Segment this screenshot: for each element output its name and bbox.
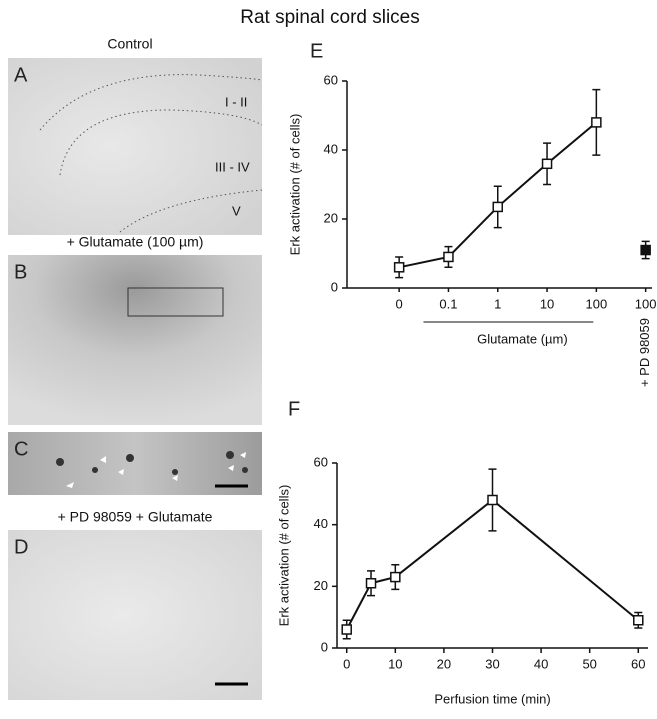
panel-letter: A	[14, 64, 28, 86]
x-tick-label: 1	[494, 296, 501, 311]
group-label: Glutamate (µm)	[477, 331, 568, 346]
y-tick-label: 20	[324, 210, 338, 225]
panel-letter: D	[14, 536, 28, 558]
lamina-boundary	[119, 189, 263, 233]
marker	[365, 578, 377, 589]
marker	[390, 571, 401, 583]
y-axis-label: Erk activation (# of cells)	[287, 114, 302, 256]
lamina-boundary	[39, 74, 263, 131]
panel-letter: C	[14, 438, 28, 460]
marker	[591, 117, 602, 128]
panel-letter: E	[310, 40, 323, 62]
lamina-boundary	[59, 109, 263, 176]
marker	[541, 158, 553, 170]
panel-letter: B	[14, 261, 27, 283]
y-tick-label: 60	[314, 454, 328, 469]
region-label: I - II	[225, 94, 247, 109]
x-tick-label: 20	[437, 656, 451, 671]
marker	[341, 624, 352, 635]
x-tick-label: 100	[635, 296, 657, 311]
y-tick-label: 60	[324, 72, 338, 87]
x-tick-label: 0	[343, 656, 350, 671]
figure-title: Rat spinal cord slices	[240, 7, 420, 28]
y-tick-label: 0	[321, 639, 328, 654]
micrograph	[8, 255, 262, 425]
arrowheads	[66, 452, 246, 488]
panel-caption: + PD 98059 + Glutamate	[58, 509, 213, 525]
x-tick-label: 0.1	[439, 296, 457, 311]
marker	[633, 615, 644, 626]
panel-letter: F	[288, 398, 300, 420]
x-axis-label: Perfusion time (min)	[434, 691, 550, 706]
zoom-box	[127, 287, 224, 317]
region-label: V	[232, 203, 241, 218]
panel-caption: Control	[107, 36, 152, 52]
x-tick-label: 50	[582, 656, 596, 671]
y-tick-label: 0	[331, 279, 338, 294]
marker	[487, 494, 498, 506]
x-tick-label: 60	[631, 656, 645, 671]
marker	[443, 251, 454, 263]
x-tick-label: 40	[534, 656, 548, 671]
micrograph	[8, 58, 262, 235]
x-tick-label: 10	[388, 656, 402, 671]
panel-caption: + Glutamate (100 µm)	[67, 234, 204, 250]
y-tick-label: 40	[314, 516, 328, 531]
x-tick-label: 100	[585, 296, 607, 311]
marker	[492, 201, 503, 213]
marker	[640, 244, 651, 256]
x-tick-label: 30	[485, 656, 499, 671]
x-tick-label: 0	[396, 296, 403, 311]
micrograph	[8, 530, 262, 700]
treatment-label: + PD 98059	[637, 318, 652, 387]
y-axis-label: Erk activation (# of cells)	[276, 485, 291, 627]
marker	[393, 262, 405, 273]
region-label: III - IV	[215, 159, 250, 174]
cell-dots	[56, 451, 248, 475]
x-tick-label: 10	[540, 296, 554, 311]
y-tick-label: 40	[324, 141, 338, 156]
y-tick-label: 20	[314, 578, 328, 593]
